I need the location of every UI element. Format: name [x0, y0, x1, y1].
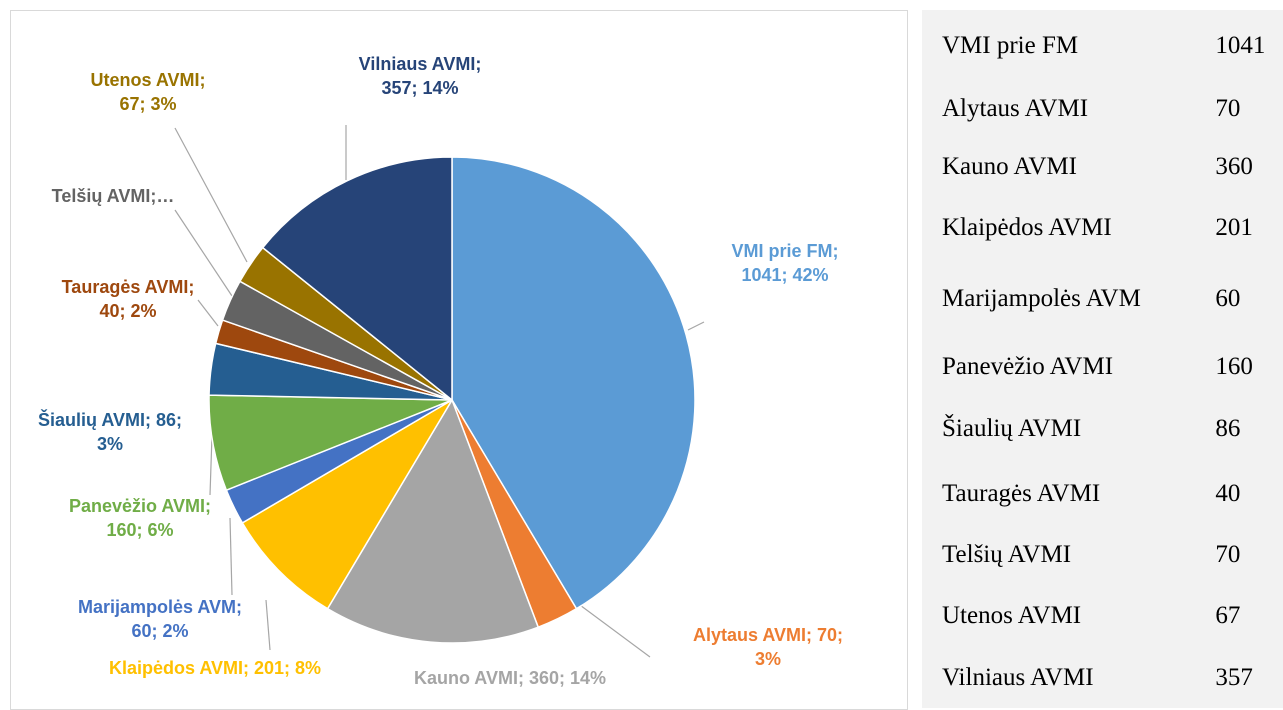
data-label: VMI prie FM; 1041; 42%	[731, 241, 839, 285]
table-row: Klaipėdos AVMI 201	[922, 196, 1283, 258]
leader-line	[197, 299, 219, 327]
table-cell: 1041	[1215, 31, 1266, 59]
table-cell: Vilniaus AVMI	[942, 663, 1094, 691]
table-cell: Šiaulių AVMI	[942, 414, 1082, 442]
data-label: Klaipėdos AVMI; 201; 8%	[108, 658, 322, 678]
table-row: Marijampolės AVM 60	[922, 258, 1283, 338]
table-cell: Panevėžio AVMI	[942, 352, 1114, 380]
table-cell: 160	[1215, 352, 1253, 380]
leader-line	[687, 321, 705, 331]
table-row: Vilniaus AVMI 357	[922, 646, 1283, 708]
data-label: Vilniaus AVMI; 357; 14%	[358, 54, 482, 98]
table-cell: 67	[1215, 601, 1241, 629]
leader-line	[174, 209, 233, 297]
table-cell: 357	[1215, 663, 1253, 691]
table-cell: 60	[1215, 284, 1241, 312]
table-cell: 201	[1215, 213, 1253, 241]
table-cell: Marijampolės AVM	[942, 284, 1141, 312]
chart	[174, 125, 705, 658]
table-cell: Alytaus AVMI	[942, 94, 1089, 122]
leader-line	[174, 127, 248, 263]
table-cell: Utenos AVMI	[942, 601, 1082, 629]
table-cell: 360	[1215, 152, 1253, 180]
table-row: VMI prie FM 1041	[922, 10, 1283, 80]
data-label: Panevėžio AVMI; 160; 6%	[68, 496, 212, 540]
table-row: Tauragės AVMI 40	[922, 462, 1283, 524]
table-cell: 40	[1215, 479, 1241, 507]
table-cell: 70	[1215, 540, 1241, 568]
pie-slice	[241, 399, 453, 610]
data-label: Utenos AVMI; 67; 3%	[90, 70, 206, 114]
data-label: Šiaulių AVMI; 86; 3%	[37, 410, 183, 454]
table-body: VMI prie FM 1041 Alytaus AVMI 70 Kauno AVMI 3…	[922, 10, 1283, 708]
table-row: Utenos AVMI 67	[922, 584, 1283, 646]
pie-slice	[451, 156, 696, 610]
table-cell: 86	[1215, 414, 1241, 442]
table-row: Šiaulių AVMI 86	[922, 394, 1283, 462]
table-row: Alytaus AVMI 70	[922, 80, 1283, 136]
table-cell: Kauno AVMI	[942, 152, 1077, 180]
pie	[208, 156, 696, 644]
table-cell: Klaipėdos AVMI	[942, 213, 1112, 241]
table-cell: 70	[1215, 94, 1241, 122]
leader-line	[265, 599, 271, 651]
table-cell: VMI prie FM	[942, 31, 1079, 59]
table-row: Telšių AVMI 70	[922, 524, 1283, 584]
data-label: Kauno AVMI; 360; 14%	[413, 668, 607, 688]
pie-slice	[326, 398, 540, 644]
data-label: Alytaus AVMI; 70; 3%	[692, 625, 844, 669]
table-cell: Tauragės AVMI	[942, 479, 1101, 507]
data-label: Marijampolės AVM; 60; 2%	[77, 597, 243, 641]
leader-line	[209, 434, 213, 496]
data-table: VMI prie FM 1041 Alytaus AVMI 70 Kauno AVMI 3…	[922, 10, 1283, 708]
table-row: Panevėžio AVMI 160	[922, 338, 1283, 394]
pie-slice	[261, 156, 453, 402]
table-cell: Telšių AVMI	[942, 540, 1072, 568]
data-label: Telšių AVMI;…	[51, 186, 175, 206]
data-label: Tauragės AVMI; 40; 2%	[61, 277, 195, 321]
table-row: Kauno AVMI 360	[922, 136, 1283, 196]
leader-line	[229, 517, 233, 596]
